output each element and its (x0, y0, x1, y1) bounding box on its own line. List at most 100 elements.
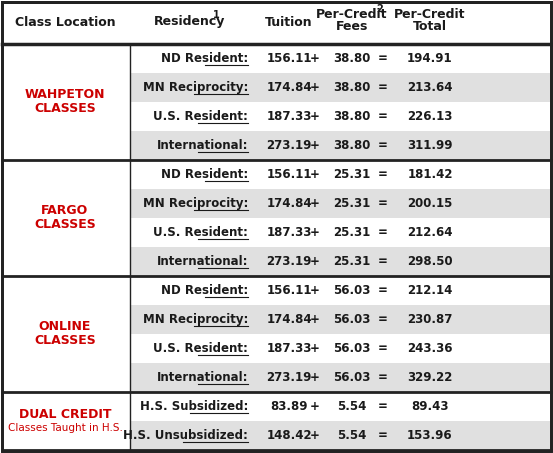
Text: 56.03: 56.03 (333, 342, 371, 355)
Text: 38.80: 38.80 (333, 110, 371, 123)
Bar (130, 247, 551, 276)
Text: =: = (378, 284, 388, 297)
Text: =: = (378, 429, 388, 442)
Text: 25.31: 25.31 (333, 168, 371, 181)
Text: CLASSES: CLASSES (34, 102, 96, 116)
Text: U.S. Resident:: U.S. Resident: (153, 110, 248, 123)
Text: +: + (310, 197, 320, 210)
Text: 56.03: 56.03 (333, 313, 371, 326)
Bar (130, 218, 551, 247)
Text: DUAL CREDIT: DUAL CREDIT (19, 408, 111, 420)
Text: 1: 1 (213, 10, 220, 20)
Text: MN Reciprocity:: MN Reciprocity: (143, 81, 248, 94)
Text: 187.33: 187.33 (267, 110, 312, 123)
Bar (2, 44, 130, 160)
Text: 174.84: 174.84 (266, 197, 312, 210)
Text: 38.80: 38.80 (333, 81, 371, 94)
Text: +: + (310, 342, 320, 355)
Text: 153.96: 153.96 (407, 429, 453, 442)
Text: +: + (310, 313, 320, 326)
Text: 56.03: 56.03 (333, 284, 371, 297)
Text: MN Reciprocity:: MN Reciprocity: (143, 313, 248, 326)
Text: 230.87: 230.87 (408, 313, 453, 326)
Text: =: = (378, 400, 388, 413)
Text: Residency: Residency (154, 15, 226, 29)
Bar (2, 160, 130, 276)
Text: 38.80: 38.80 (333, 139, 371, 152)
Text: 273.19: 273.19 (267, 371, 312, 384)
Text: =: = (378, 371, 388, 384)
Text: 187.33: 187.33 (267, 342, 312, 355)
Bar (130, 73, 551, 102)
Text: 311.99: 311.99 (407, 139, 453, 152)
Text: =: = (378, 52, 388, 65)
Text: =: = (378, 81, 388, 94)
Text: International:: International: (156, 139, 248, 152)
Text: Tuition: Tuition (265, 15, 313, 29)
Text: Total: Total (413, 19, 447, 33)
Text: 212.64: 212.64 (407, 226, 453, 239)
Text: 243.36: 243.36 (407, 342, 453, 355)
Text: H.S. Unsubsidized:: H.S. Unsubsidized: (123, 429, 248, 442)
Text: =: = (378, 139, 388, 152)
Text: Per-Credit: Per-Credit (316, 9, 388, 21)
Bar (2, 276, 130, 392)
Text: =: = (378, 313, 388, 326)
Text: 273.19: 273.19 (267, 139, 312, 152)
Bar (130, 334, 551, 363)
Text: CLASSES: CLASSES (34, 334, 96, 347)
Text: 213.64: 213.64 (407, 81, 453, 94)
Text: ND Resident:: ND Resident: (161, 284, 248, 297)
Text: 156.11: 156.11 (266, 168, 312, 181)
Bar (130, 102, 551, 131)
Text: MN Reciprocity:: MN Reciprocity: (143, 197, 248, 210)
Text: =: = (378, 197, 388, 210)
Text: International:: International: (156, 255, 248, 268)
Text: +: + (310, 168, 320, 181)
Text: +: + (310, 52, 320, 65)
Bar (2, 392, 130, 450)
Text: =: = (378, 110, 388, 123)
Text: Fees: Fees (336, 19, 368, 33)
Text: U.S. Resident:: U.S. Resident: (153, 226, 248, 239)
Text: +: + (310, 429, 320, 442)
Text: 38.80: 38.80 (333, 52, 371, 65)
Text: 156.11: 156.11 (266, 284, 312, 297)
Text: International:: International: (156, 371, 248, 384)
Bar (130, 421, 551, 450)
Text: +: + (310, 226, 320, 239)
Text: =: = (378, 168, 388, 181)
Text: 298.50: 298.50 (407, 255, 453, 268)
Text: 156.11: 156.11 (266, 52, 312, 65)
Text: Class Location: Class Location (15, 15, 116, 29)
Text: ND Resident:: ND Resident: (161, 52, 248, 65)
Text: 194.91: 194.91 (407, 52, 453, 65)
Text: +: + (310, 255, 320, 268)
Text: 329.22: 329.22 (408, 371, 453, 384)
Text: ND Resident:: ND Resident: (161, 168, 248, 181)
Bar (130, 363, 551, 392)
Text: FARGO: FARGO (41, 204, 88, 217)
Text: 25.31: 25.31 (333, 226, 371, 239)
Text: Per-Credit: Per-Credit (394, 9, 466, 21)
Text: 148.42: 148.42 (266, 429, 312, 442)
Bar (130, 131, 551, 160)
Text: 273.19: 273.19 (267, 255, 312, 268)
Bar (130, 276, 551, 305)
Text: 212.14: 212.14 (408, 284, 453, 297)
Text: H.S. Subsidized:: H.S. Subsidized: (139, 400, 248, 413)
Text: Classes Taught in H.S.: Classes Taught in H.S. (8, 423, 122, 433)
Text: +: + (310, 81, 320, 94)
Text: 181.42: 181.42 (407, 168, 453, 181)
Text: ONLINE: ONLINE (39, 321, 91, 333)
Text: +: + (310, 371, 320, 384)
Text: 25.31: 25.31 (333, 197, 371, 210)
Bar (130, 44, 551, 73)
Text: +: + (310, 400, 320, 413)
Text: =: = (378, 226, 388, 239)
Text: 187.33: 187.33 (267, 226, 312, 239)
Text: =: = (378, 255, 388, 268)
Text: +: + (310, 284, 320, 297)
Text: +: + (310, 110, 320, 123)
Bar (130, 189, 551, 218)
